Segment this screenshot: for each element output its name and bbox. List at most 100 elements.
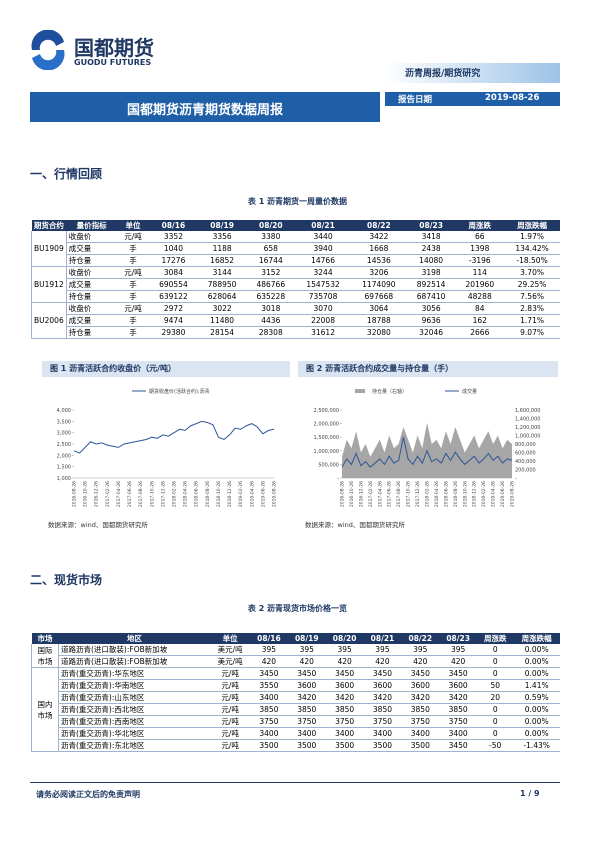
cell: 手 <box>116 254 150 267</box>
cell: 0.00% <box>513 667 560 680</box>
x-tick-label: 2018-12-26 <box>472 481 478 507</box>
header-cell: 周涨跌幅 <box>513 633 560 644</box>
cell: 3400 <box>287 727 326 740</box>
x-tick-label: 2018-12-26 <box>227 481 233 507</box>
cell: 3500 <box>287 739 326 752</box>
cell: 11480 <box>197 314 247 327</box>
cell: 690554 <box>149 278 198 291</box>
x-tick-label: 2019-04-26 <box>249 481 255 507</box>
cell: 687410 <box>406 290 456 303</box>
group-cell: 国内市场 <box>31 667 59 752</box>
x-tick-label: 2017-04-26 <box>116 481 122 507</box>
category: 沥青周报/期货研究 <box>405 69 481 79</box>
logo-icon <box>31 30 65 70</box>
cell: 3850 <box>325 703 364 716</box>
header-cell: 单位 <box>210 633 250 644</box>
cell: 3450 <box>325 667 364 680</box>
cell: 3400 <box>363 727 402 740</box>
x-tick-label: 2018-06-26 <box>194 481 200 507</box>
cell: 3450 <box>439 739 478 752</box>
cell: 3420 <box>363 691 402 704</box>
x-tick-label: 2016-10-26 <box>349 481 355 507</box>
header-cell: 08/16 <box>149 220 198 231</box>
cell: 元/吨 <box>210 715 250 728</box>
header-cell: 地区 <box>58 633 211 644</box>
y-tick-label: 1,600,000 <box>515 408 540 414</box>
cell: 0 <box>477 703 514 716</box>
cell: 元/吨 <box>210 667 250 680</box>
cell: 3422 <box>350 231 407 243</box>
row: BU1912 收盘价 元/吨 3084 3144 3152 3244 3206 3198 114 3… <box>31 266 560 303</box>
x-tick-label: 2019-02-26 <box>238 481 244 507</box>
cell: 84 <box>455 302 505 315</box>
cell: 元/吨 <box>210 703 250 716</box>
header-cell: 量价指标 <box>66 220 117 231</box>
cell: 395 <box>439 644 478 656</box>
table-title: 表 2 沥青现货市场价格一览 <box>247 604 348 613</box>
header-cell: 08/20 <box>246 220 296 231</box>
x-tick-label: 2017-08-26 <box>138 481 144 507</box>
cell: 3440 <box>295 231 351 243</box>
cell: 3600 <box>401 679 440 692</box>
cell: 1547532 <box>295 278 351 291</box>
chart: 1,000 1,500 2,000 2,500 3,000 3,500 4,000 2016-… <box>57 388 278 507</box>
cell: 0.00% <box>513 727 560 740</box>
line <box>341 437 513 468</box>
row: 持仓量手 17276 16852 16744 14766 14536 14080 -3196-… <box>32 254 560 267</box>
cell: 3198 <box>406 266 456 279</box>
cell: 22008 <box>295 314 351 327</box>
legend-swatch <box>355 389 365 393</box>
cell: 420 <box>325 655 364 668</box>
header-cell: 周涨跌幅 <box>504 220 560 231</box>
cell: 元/吨 <box>116 231 150 243</box>
cell: 658 <box>246 242 296 255</box>
x-tick-label: 2017-02-26 <box>105 481 111 507</box>
cell: 3750 <box>287 715 326 728</box>
cell: 手 <box>116 278 150 291</box>
cell: 3420 <box>401 691 440 704</box>
cell: 3152 <box>246 266 296 279</box>
x-tick-label: 2017-08-26 <box>396 481 402 507</box>
header-cell: 市场 <box>31 633 59 644</box>
cell: 持仓量 <box>66 290 117 303</box>
x-tick-label: 2018-08-26 <box>453 481 459 507</box>
cell: 395 <box>287 644 326 656</box>
cell: 628064 <box>197 290 247 303</box>
cell: 14080 <box>406 254 456 267</box>
cell: 3940 <box>295 242 351 255</box>
x-tick-label: 2018-02-26 <box>172 481 178 507</box>
legend-label: 成交量 <box>462 388 477 395</box>
cell: 3850 <box>287 703 326 716</box>
y-tick-label: 800,000 <box>515 442 536 448</box>
y-tick-label: 2,000 <box>57 453 71 459</box>
cell: 14536 <box>350 254 407 267</box>
table: 期货合约 量价指标 单位 08/16 08/19 08/20 08/21 08/22 08/23… <box>31 220 560 339</box>
cell: 201960 <box>455 278 505 291</box>
cell: 3206 <box>350 266 407 279</box>
header-cell: 单位 <box>116 220 150 231</box>
cell: 美元/吨 <box>210 644 250 656</box>
cell: 2972 <box>149 302 198 315</box>
cell: 420 <box>250 655 288 668</box>
section-heading: 二、现货市场 <box>30 573 103 587</box>
cell: 892514 <box>406 278 456 291</box>
row: 成交量手 690554 788950 486766 1547532 1174090 8925… <box>32 278 560 291</box>
cell: 18788 <box>350 314 407 327</box>
x-tick-label: 2019-02-26 <box>481 481 487 507</box>
y-tick-label: 4,000 <box>57 408 71 414</box>
cell: 3420 <box>325 691 364 704</box>
header-cell: 周涨跌 <box>455 220 505 231</box>
cell: 3450 <box>250 667 288 680</box>
header-cell: 08/16 <box>250 633 288 644</box>
cell: 162 <box>455 314 505 327</box>
cell: 3450 <box>363 667 402 680</box>
cell: 3018 <box>246 302 296 315</box>
header-cell: 08/19 <box>287 633 326 644</box>
header-cell: 周涨跌 <box>477 633 514 644</box>
cell: 32080 <box>350 326 407 339</box>
cell: 28308 <box>246 326 296 339</box>
cell: 2438 <box>406 242 456 255</box>
legend-label: 持仓量（右轴） <box>372 388 407 395</box>
cell: 手 <box>116 314 150 327</box>
